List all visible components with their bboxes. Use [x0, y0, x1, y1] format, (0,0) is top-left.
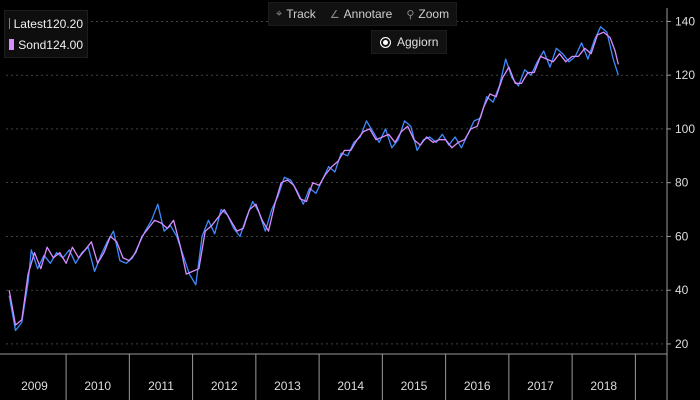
legend-swatch [9, 39, 15, 50]
refresh-label: Aggiorn [397, 35, 439, 49]
track-label: Track [286, 7, 316, 21]
y-tick-label: 140 [675, 14, 695, 28]
legend-item-latest: Latest 120.20 [9, 15, 83, 32]
legend-value: 124.00 [46, 37, 83, 52]
x-tick-label: 2011 [148, 379, 174, 393]
y-axis-labels: 20 40 60 80 100 120 140 [666, 8, 695, 400]
magnifier-icon: ⚲ [406, 7, 415, 21]
y-tick-label: 20 [675, 337, 689, 351]
track-button[interactable]: ⌖ Track [269, 3, 323, 25]
chart-toolbar: ⌖ Track ∠ Annotare ⚲ Zoom [268, 2, 458, 26]
x-tick-label: 2016 [464, 379, 491, 393]
legend-value: 120.20 [46, 16, 83, 31]
x-tick-label: 2010 [84, 379, 111, 393]
annotate-button[interactable]: ∠ Annotare [323, 3, 400, 25]
legend: Latest 120.20 Sond 124.00 [4, 10, 88, 58]
crosshair-icon: ⌖ [276, 7, 283, 20]
legend-item-sond: Sond 124.00 [9, 36, 83, 53]
series-line-latest [8, 26, 619, 332]
zoom-label: Zoom [418, 7, 450, 21]
y-tick-label: 60 [675, 229, 689, 243]
refresh-button[interactable]: Aggiorn [371, 30, 448, 54]
y-tick-label: 100 [675, 122, 695, 136]
x-tick-label: 2018 [590, 379, 617, 393]
y-tick-label: 40 [675, 283, 689, 297]
x-tick-label: 2015 [401, 379, 428, 393]
x-tick-label: 2017 [527, 379, 554, 393]
y-tick-label: 120 [675, 68, 695, 82]
y-tick-label: 80 [675, 176, 689, 190]
grid-lines [6, 21, 667, 345]
legend-name: Latest [13, 16, 47, 31]
x-tick-label: 2013 [274, 379, 301, 393]
radio-dot-icon [380, 36, 391, 48]
x-tick-label: 2009 [21, 379, 48, 393]
series-lines [8, 26, 619, 332]
x-tick-label: 2014 [337, 379, 364, 393]
pencil-icon: ∠ [329, 8, 340, 21]
zoom-button[interactable]: ⚲ Zoom [399, 3, 456, 25]
series-line-sond [8, 31, 619, 326]
legend-name: Sond [18, 37, 47, 52]
x-axis: 2009 2010 2011 2012 2013 2014 2015 2016 2017 2018 [0, 353, 667, 400]
legend-swatch [9, 18, 10, 29]
x-tick-label: 2012 [211, 379, 238, 393]
annotate-label: Annotare [343, 7, 393, 21]
